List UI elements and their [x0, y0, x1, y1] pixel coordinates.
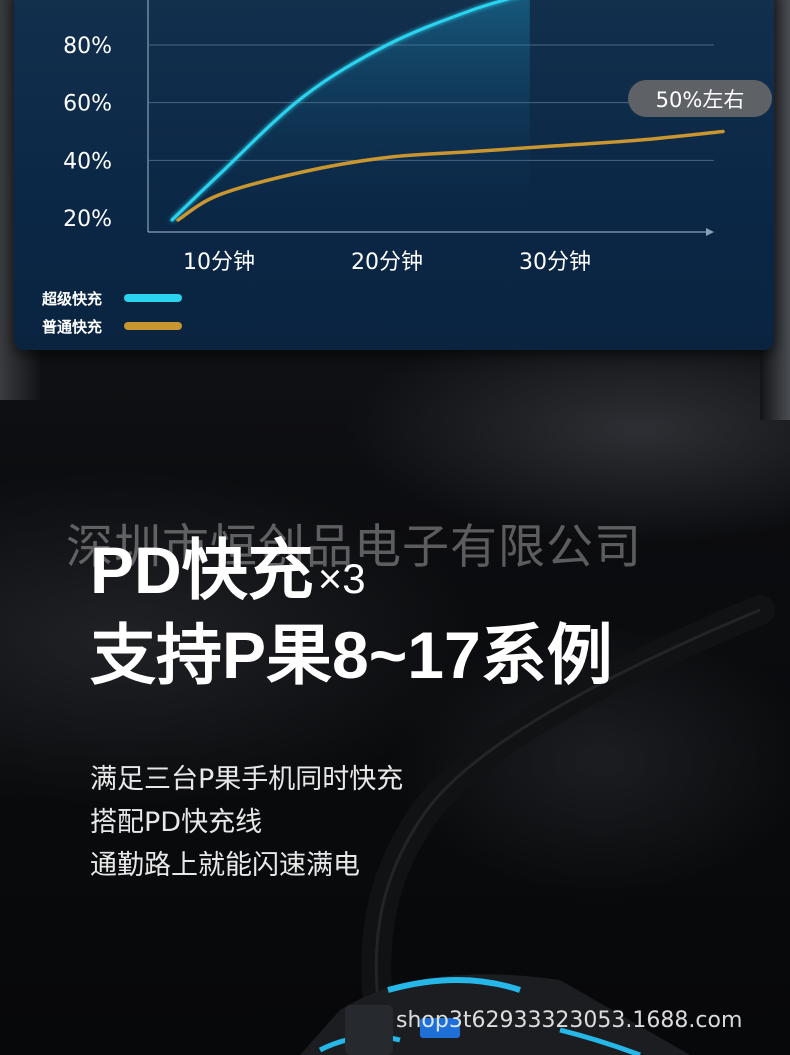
legend-label: 普通快充 [42, 317, 103, 336]
y-tick-label: 40% [63, 149, 112, 174]
y-tick-label: 20% [63, 207, 112, 232]
charging-chart: 80% 60% 40% 20% 10分钟 20分钟 30分钟 [63, 0, 725, 275]
series-line-super-fast [170, 0, 510, 222]
headline-multiplier: ×3 [317, 555, 366, 602]
series-line-normal-fast [176, 129, 725, 222]
legend-swatch-normal [124, 322, 182, 330]
headline-line-1: PD快充×3 [90, 534, 613, 615]
charging-chart-card: 80% 60% 40% 20% 10分钟 20分钟 30分钟 50%左右 超级快充 普通快充 [14, 0, 774, 350]
chart-legend: 超级快充 普通快充 [42, 284, 182, 340]
shop-url-watermark: shop3t62933323053.1688.com [396, 1008, 743, 1033]
feature-description: 满足三台P果手机同时快充 搭配PD快充线 通勤路上就能闪速满电 [90, 758, 403, 887]
legend-label: 超级快充 [42, 289, 103, 308]
x-axis-arrow-icon [706, 228, 714, 236]
feature-line: 满足三台P果手机同时快充 [90, 764, 404, 795]
headline: PD快充×3 支持P果8~17系例 [90, 534, 613, 693]
super-fast-area [172, 0, 530, 232]
legend-swatch-super [124, 294, 182, 302]
y-tick-label: 60% [63, 92, 112, 117]
x-tick-label: 30分钟 [519, 250, 591, 275]
legend-item-normal: 普通快充 [42, 312, 182, 340]
legend-item-super: 超级快充 [42, 284, 182, 312]
headline-line-2: 支持P果8~17系例 [90, 618, 613, 692]
company-watermark: 深圳市恒创品电子有限公司 [66, 520, 642, 575]
annotation-pill: 50%左右 [628, 80, 772, 117]
feature-line: 搭配PD快充线 [90, 807, 263, 838]
y-tick-label: 80% [63, 34, 112, 59]
x-tick-label: 10分钟 [183, 250, 255, 275]
feature-line: 通勤路上就能闪速满电 [90, 850, 360, 881]
x-tick-label: 20分钟 [351, 250, 423, 275]
headline-pd-text: PD快充 [90, 533, 314, 607]
